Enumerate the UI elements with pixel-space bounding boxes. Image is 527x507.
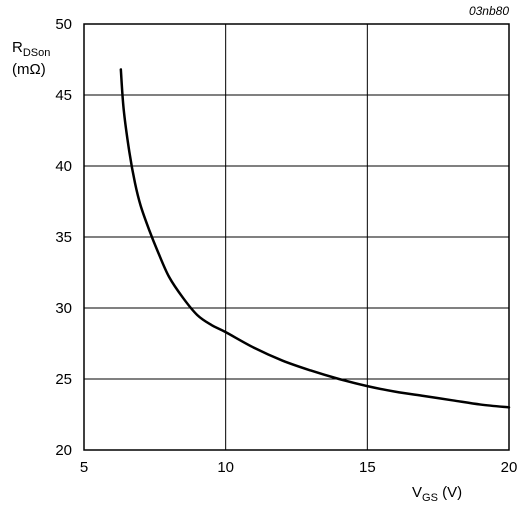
x-axis-symbol: V xyxy=(412,484,422,501)
y-tick-label: 30 xyxy=(55,300,72,317)
rdson-curve xyxy=(119,68,511,409)
y-axis-subscript: DSon xyxy=(23,47,51,59)
y-tick-label: 25 xyxy=(55,371,72,388)
y-axis-unit: (mΩ) xyxy=(12,61,46,78)
x-tick-label: 10 xyxy=(217,459,234,476)
y-tick-label: 40 xyxy=(55,158,72,175)
grid-lines xyxy=(84,24,509,450)
y-tick-label: 50 xyxy=(55,16,72,33)
y-tick-label: 45 xyxy=(55,87,72,104)
y-tick-label: 20 xyxy=(55,442,72,459)
y-tick-labels: 20 25 30 35 40 45 50 xyxy=(55,16,72,459)
y-axis-title: RDSon xyxy=(12,39,50,59)
x-tick-label: 5 xyxy=(80,459,88,476)
x-tick-labels: 5 10 15 20 xyxy=(80,459,518,476)
x-tick-label: 20 xyxy=(501,459,518,476)
x-axis-unit: (V) xyxy=(438,484,462,501)
plot-frame xyxy=(83,23,510,451)
x-axis-subscript: GS xyxy=(422,492,438,504)
y-tick-label: 35 xyxy=(55,229,72,246)
y-axis-symbol: R xyxy=(12,39,23,56)
x-axis-title: VGS (V) xyxy=(412,484,462,504)
figure-id: 03nb80 xyxy=(469,4,509,18)
x-tick-label: 15 xyxy=(359,459,376,476)
